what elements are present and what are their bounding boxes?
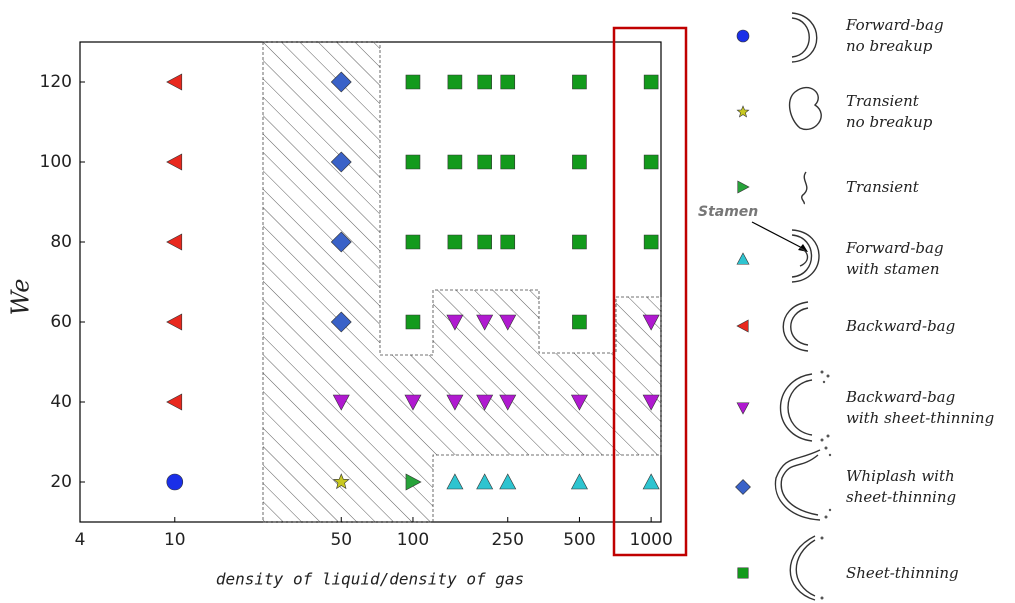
point xyxy=(572,315,586,329)
point xyxy=(406,315,420,329)
legend-marker xyxy=(738,181,749,193)
point xyxy=(501,75,515,89)
point xyxy=(572,155,586,169)
legend-marker xyxy=(737,320,748,332)
point xyxy=(406,75,420,89)
y-tick-label: 20 xyxy=(50,472,72,492)
page: We density of liquid/density of gas Stam… xyxy=(0,0,1015,603)
point xyxy=(644,75,658,89)
legend-label: Transient xyxy=(846,177,1015,198)
legend-label: Whiplash with sheet-thinning xyxy=(846,466,1015,508)
point xyxy=(406,235,420,249)
point xyxy=(478,235,492,249)
x-tick-label: 500 xyxy=(563,530,595,550)
droplets xyxy=(821,371,832,600)
point xyxy=(478,155,492,169)
point xyxy=(501,235,515,249)
point xyxy=(448,155,462,169)
point xyxy=(448,75,462,89)
point xyxy=(448,235,462,249)
y-tick-label: 60 xyxy=(50,312,72,332)
point xyxy=(644,235,658,249)
y-tick-label: 100 xyxy=(40,152,72,172)
legend-label: Backward-bag xyxy=(846,316,1015,337)
legend-marker xyxy=(737,106,748,117)
x-tick-label: 4 xyxy=(75,530,86,550)
y-tick-label: 40 xyxy=(50,392,72,412)
y-tick-label: 80 xyxy=(50,232,72,252)
legend-label: Sheet-thinning xyxy=(846,563,1015,584)
legend-marker xyxy=(737,403,749,414)
point xyxy=(644,155,658,169)
point xyxy=(572,235,586,249)
point xyxy=(478,75,492,89)
x-tick-label: 250 xyxy=(492,530,524,550)
x-tick-label: 1000 xyxy=(630,530,673,550)
legend-label: Forward-bag no breakup xyxy=(846,15,1015,57)
legend-marker xyxy=(737,30,749,42)
x-tick-label: 50 xyxy=(330,530,352,550)
legend-marker xyxy=(738,568,749,579)
point xyxy=(167,474,183,490)
y-tick-label: 120 xyxy=(40,72,72,92)
legend-label: Forward-bag with stamen xyxy=(846,238,1015,280)
x-tick-label: 100 xyxy=(397,530,429,550)
sketches xyxy=(775,13,821,600)
point xyxy=(406,155,420,169)
point xyxy=(501,155,515,169)
y-axis-label: We xyxy=(7,279,35,316)
annotation: Stamen xyxy=(698,204,758,220)
legend-label: Backward-bag with sheet-thinning xyxy=(846,387,1015,429)
legend-label: Transient no breakup xyxy=(846,91,1015,133)
x-tick-label: 10 xyxy=(164,530,186,550)
legend-marker xyxy=(737,253,749,264)
arrow-head xyxy=(798,244,808,252)
legend-marker xyxy=(736,480,751,495)
point xyxy=(572,75,586,89)
x-axis-label: density of liquid/density of gas xyxy=(216,570,524,589)
